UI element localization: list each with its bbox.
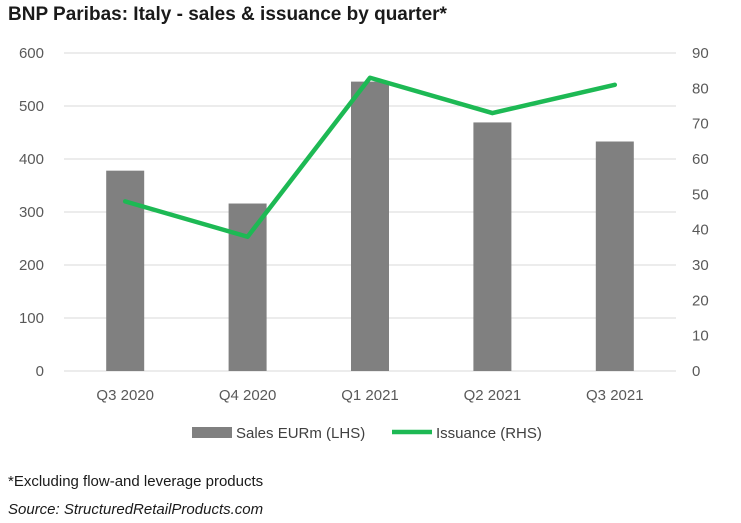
right-tick-label: 50 — [692, 186, 709, 203]
right-tick-label: 90 — [692, 45, 709, 62]
right-tick-label: 10 — [692, 328, 709, 345]
x-tick-label: Q2 2021 — [464, 387, 522, 404]
legend-label-issuance: Issuance (RHS) — [436, 425, 542, 442]
right-tick-label: 0 — [692, 363, 700, 380]
left-tick-label: 200 — [19, 257, 44, 274]
right-axis-ticks: 0 10 20 30 40 50 60 70 80 90 — [692, 45, 709, 380]
x-tick-label: Q3 2020 — [96, 387, 154, 404]
right-tick-label: 80 — [692, 80, 709, 97]
sales-bar — [595, 141, 634, 371]
source-note: Source: StructuredRetailProducts.com — [8, 501, 264, 518]
footnote: *Excluding flow-and leverage products — [8, 473, 264, 490]
left-tick-label: 400 — [19, 151, 44, 168]
x-tick-label: Q1 2021 — [341, 387, 399, 404]
left-tick-label: 0 — [36, 363, 44, 380]
issuance-line — [122, 75, 618, 239]
x-axis-ticks: Q3 2020 Q4 2020 Q1 2021 Q2 2021 Q3 2021 — [96, 387, 643, 404]
right-tick-label: 60 — [692, 151, 709, 168]
left-tick-label: 100 — [19, 310, 44, 327]
right-tick-label: 40 — [692, 222, 709, 239]
left-tick-label: 300 — [19, 204, 44, 221]
chart-title: BNP Paribas: Italy - sales & issuance by… — [8, 4, 447, 25]
right-tick-label: 30 — [692, 257, 709, 274]
sales-bar — [473, 122, 512, 372]
sales-bar — [228, 203, 267, 371]
x-tick-label: Q4 2020 — [219, 387, 277, 404]
right-tick-label: 70 — [692, 116, 709, 133]
legend: Sales EURm (LHS) Issuance (RHS) — [192, 425, 542, 442]
sales-bar — [351, 81, 389, 372]
left-axis-ticks: 0 100 200 300 400 500 600 — [19, 45, 44, 380]
legend-label-sales: Sales EURm (LHS) — [236, 425, 365, 442]
bars — [106, 81, 634, 372]
issuance-line-group — [122, 75, 618, 239]
right-tick-label: 20 — [692, 292, 709, 309]
left-tick-label: 500 — [19, 98, 44, 115]
legend-swatch-sales — [192, 427, 232, 438]
x-tick-label: Q3 2021 — [586, 387, 644, 404]
left-tick-label: 600 — [19, 45, 44, 62]
